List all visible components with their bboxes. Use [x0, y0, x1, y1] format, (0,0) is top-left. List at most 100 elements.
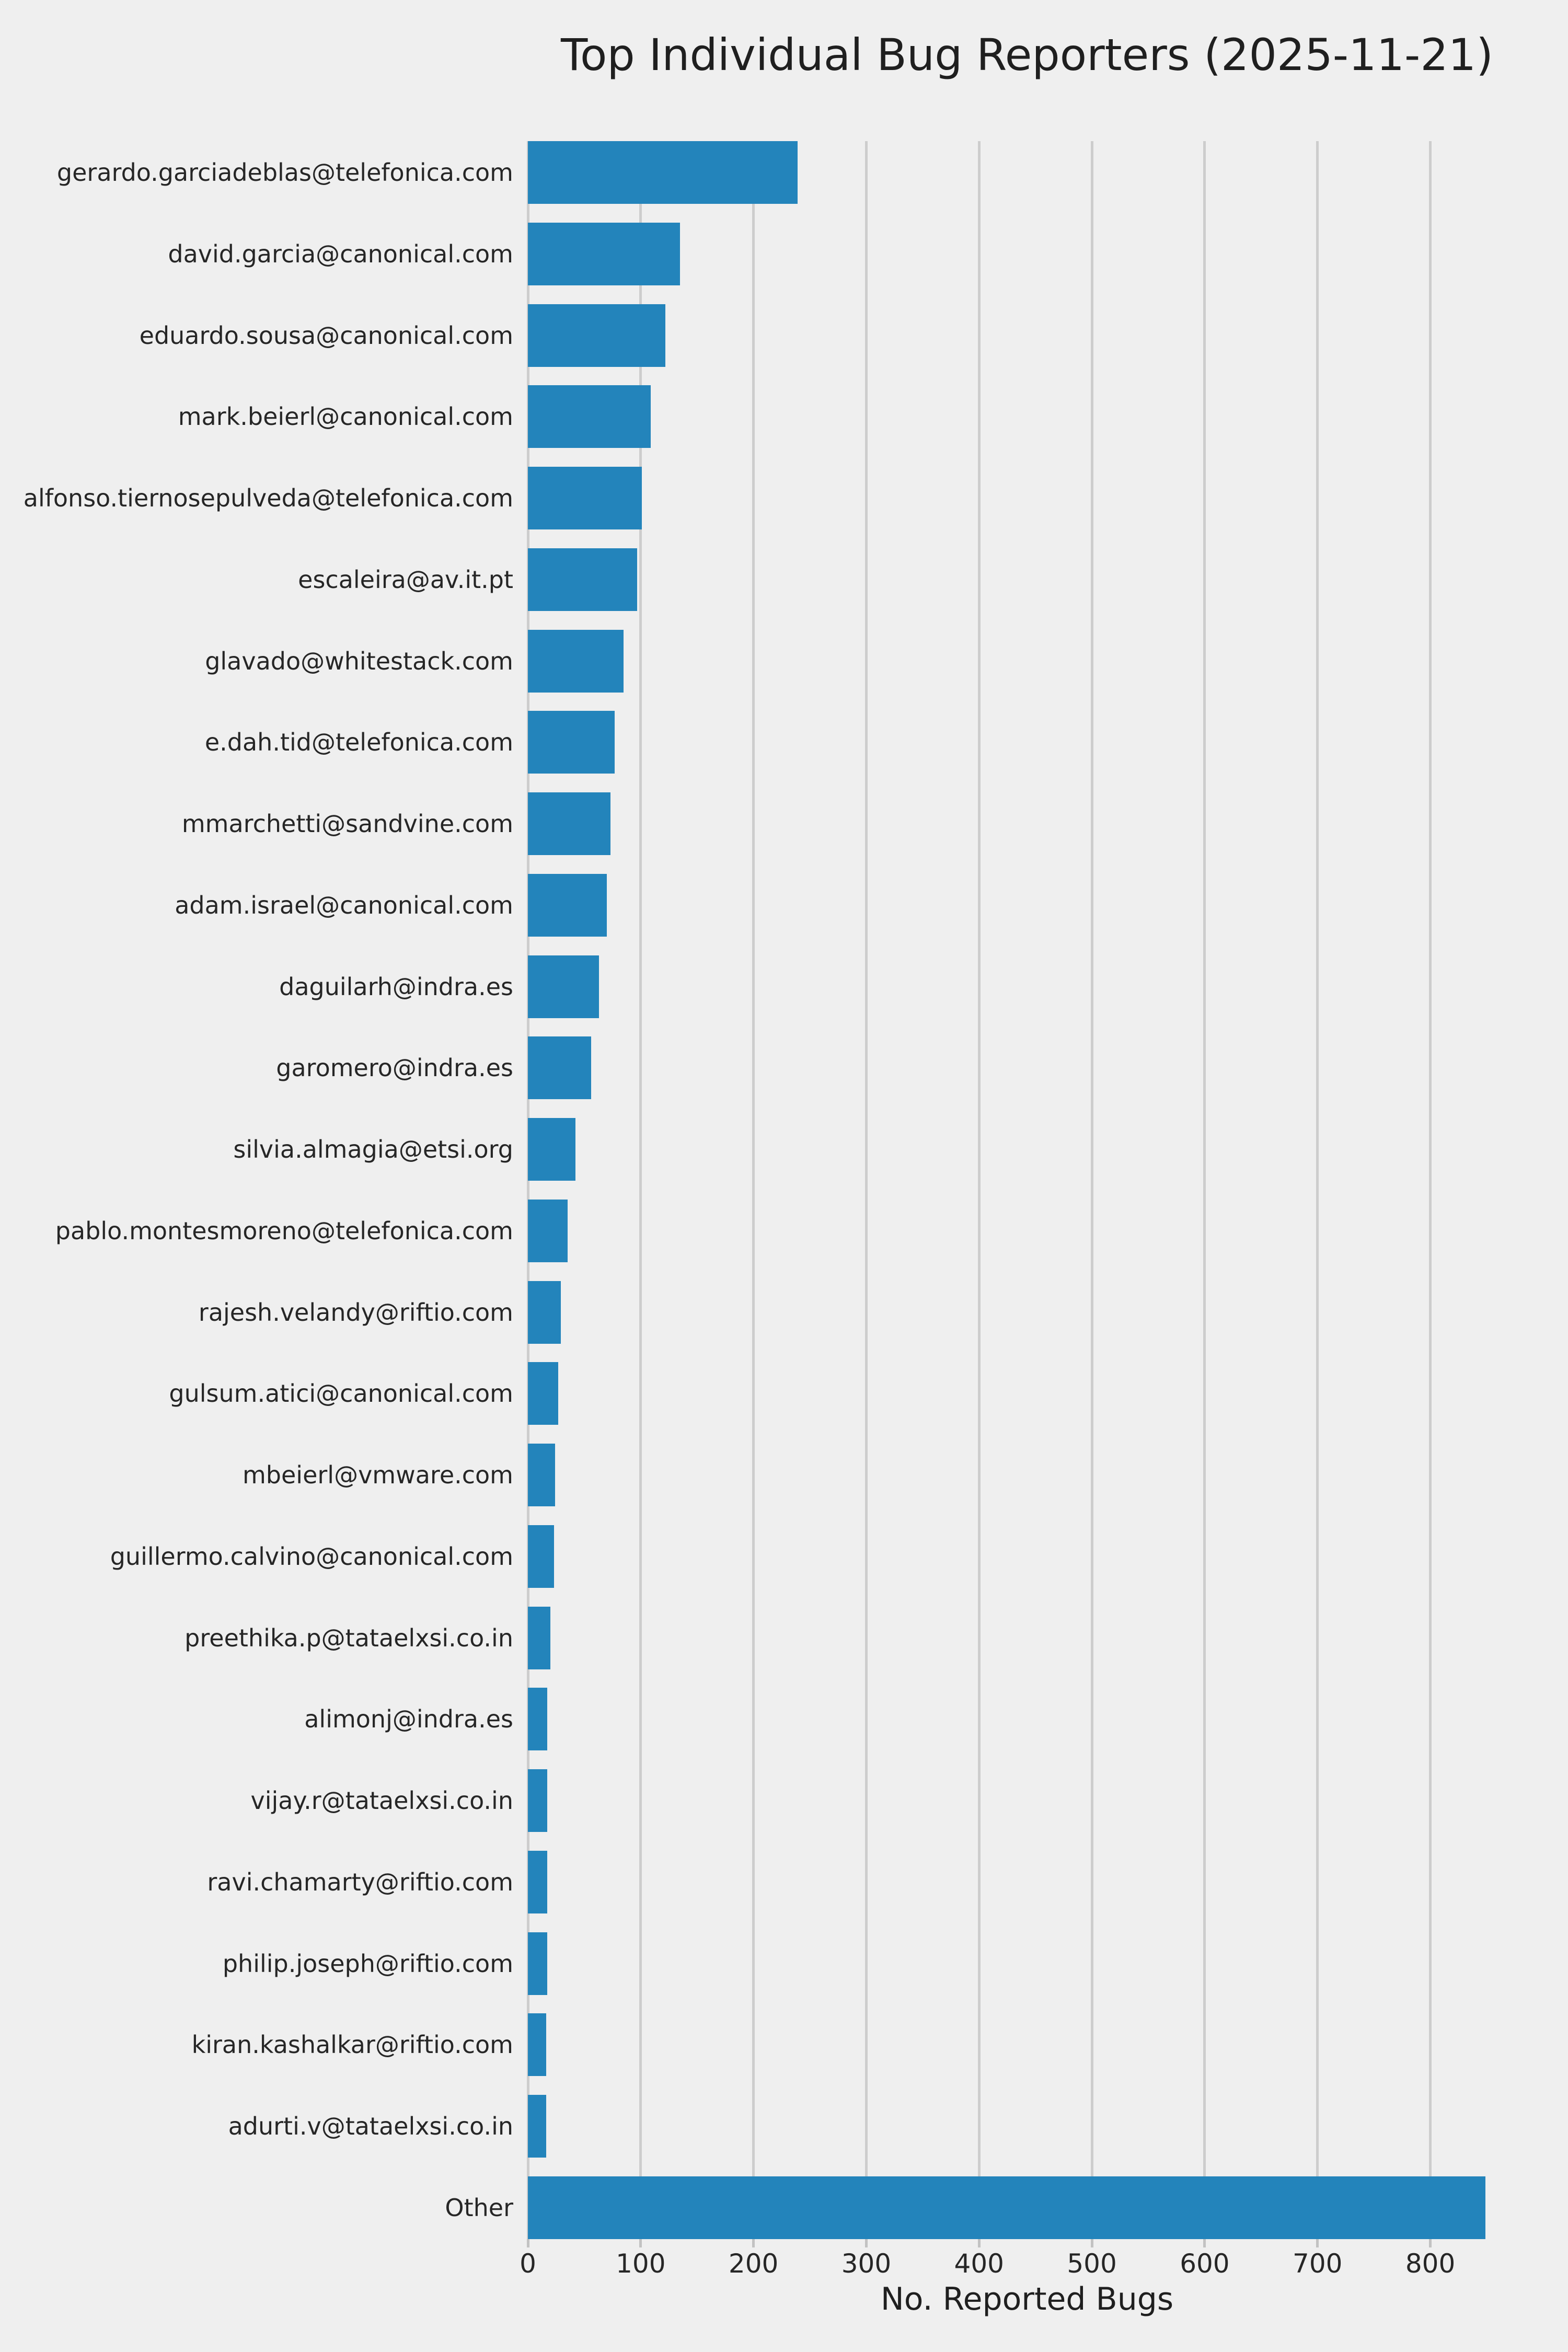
bar-row: gulsum.atici@canonical.com — [169, 1362, 1526, 1425]
x-tick-label-600: 600 — [1180, 2249, 1230, 2279]
bar-row: escaleira@av.it.pt — [298, 548, 1526, 611]
gridline-500 — [1090, 141, 1093, 2239]
bar — [528, 2013, 546, 2077]
bar — [528, 1688, 547, 1751]
x-tick-label-400: 400 — [954, 2249, 1004, 2279]
category-label: preethika.p@tataelxsi.co.in — [185, 1623, 513, 1652]
bar — [528, 1118, 575, 1181]
category-label: vijay.r@tataelxsi.co.in — [250, 1786, 513, 1815]
bar — [528, 304, 666, 367]
bar — [528, 141, 798, 204]
bar — [528, 1362, 559, 1425]
x-axis-label: No. Reported Bugs — [880, 2281, 1174, 2318]
category-label: pablo.montesmoreno@telefonica.com — [55, 1216, 513, 1245]
category-label: mmarchetti@sandvine.com — [181, 810, 513, 838]
bar — [528, 1444, 555, 1506]
x-tick-mark-600 — [1203, 2239, 1206, 2247]
gridline-400 — [977, 141, 981, 2239]
gridline-700 — [1316, 141, 1319, 2239]
category-label: kiran.kashalkar@riftio.com — [191, 2031, 513, 2059]
bar-row: adam.israel@canonical.com — [175, 873, 1526, 937]
bar-row: glavado@whitestack.com — [205, 629, 1526, 693]
bar-row: vijay.r@tataelxsi.co.in — [251, 1769, 1526, 1832]
gridline-100 — [639, 141, 642, 2239]
x-tick-mark-700 — [1316, 2239, 1319, 2247]
category-label: daguilarh@indra.es — [279, 972, 513, 1001]
category-label: escaleira@av.it.pt — [298, 565, 513, 594]
category-label: guillermo.calvino@canonical.com — [110, 1542, 513, 1571]
bar-row: philip.joseph@riftio.com — [223, 1932, 1526, 1995]
bar-row: silvia.almagia@etsi.org — [233, 1118, 1526, 1181]
category-label: silvia.almagia@etsi.org — [233, 1135, 513, 1163]
category-label: gulsum.atici@canonical.com — [169, 1379, 513, 1408]
bar-row: e.dah.tid@telefonica.com — [205, 711, 1526, 774]
x-tick-mark-0 — [526, 2239, 529, 2247]
bar — [528, 385, 651, 448]
bar — [528, 1850, 547, 1913]
category-label: Other — [445, 2193, 513, 2222]
bar — [528, 2176, 1486, 2239]
category-label: ravi.chamarty@riftio.com — [207, 1867, 513, 1896]
bar-row: david.garcia@canonical.com — [168, 222, 1526, 285]
bar-row: gerardo.garciadeblas@telefonica.com — [57, 141, 1526, 204]
category-label: e.dah.tid@telefonica.com — [204, 728, 513, 757]
bar — [528, 955, 599, 1018]
bar-row: Other — [445, 2176, 1526, 2239]
bar-row: adurti.v@tataelxsi.co.in — [228, 2095, 1526, 2158]
bar-row: mmarchetti@sandvine.com — [182, 792, 1526, 855]
category-label: david.garcia@canonical.com — [168, 239, 513, 268]
category-label: alfonso.tiernosepulveda@telefonica.com — [23, 484, 513, 512]
bar — [528, 1036, 591, 1100]
bar — [528, 1932, 547, 1995]
gridline-300 — [864, 141, 868, 2239]
x-tick-mark-500 — [1090, 2239, 1093, 2247]
gridline-200 — [752, 141, 755, 2239]
bar-row: mark.beierl@canonical.com — [178, 385, 1526, 448]
x-tick-mark-800 — [1429, 2239, 1432, 2247]
category-label: adam.israel@canonical.com — [175, 891, 513, 919]
bar-row: pablo.montesmoreno@telefonica.com — [55, 1199, 1526, 1262]
chart-title: Top Individual Bug Reporters (2025-11-21… — [561, 29, 1493, 80]
bar-row: eduardo.sousa@canonical.com — [140, 304, 1526, 367]
bar — [528, 2095, 546, 2158]
bar — [528, 1199, 568, 1262]
bar — [528, 792, 610, 855]
x-tick-label-700: 700 — [1293, 2249, 1343, 2279]
bar-row: guillermo.calvino@canonical.com — [110, 1525, 1526, 1588]
gridline-800 — [1429, 141, 1432, 2239]
gridline-600 — [1203, 141, 1206, 2239]
bar — [528, 1281, 561, 1344]
bar — [528, 222, 681, 285]
bar-row: preethika.p@tataelxsi.co.in — [185, 1606, 1526, 1669]
plot-area: 0 100 200 300 400 500 600 700 800 gerardo.garciad… — [24, 141, 1526, 2279]
bar — [528, 629, 624, 693]
gridline-0 — [526, 141, 529, 2239]
bar-row: garomero@indra.es — [276, 1036, 1526, 1100]
category-label: glavado@whitestack.com — [205, 647, 513, 675]
bar — [528, 1769, 547, 1832]
x-tick-label-0: 0 — [520, 2249, 536, 2279]
x-tick-label-800: 800 — [1405, 2249, 1456, 2279]
x-tick-mark-300 — [864, 2239, 868, 2247]
bar — [528, 873, 607, 937]
category-label: mbeierl@vmware.com — [243, 1461, 513, 1489]
x-tick-label-500: 500 — [1067, 2249, 1117, 2279]
bar-row: alfonso.tiernosepulveda@telefonica.com — [24, 467, 1526, 529]
x-tick-label-100: 100 — [616, 2249, 666, 2279]
bar-row: ravi.chamarty@riftio.com — [207, 1850, 1526, 1913]
category-label: mark.beierl@canonical.com — [178, 402, 513, 431]
bar-row: kiran.kashalkar@riftio.com — [192, 2013, 1526, 2077]
x-tick-mark-200 — [752, 2239, 755, 2247]
bar — [528, 1525, 554, 1588]
category-label: eduardo.sousa@canonical.com — [139, 321, 513, 350]
category-label: philip.joseph@riftio.com — [222, 1949, 513, 1978]
category-label: rajesh.velandy@riftio.com — [198, 1298, 513, 1327]
x-tick-mark-100 — [639, 2239, 642, 2247]
category-label: garomero@indra.es — [276, 1054, 513, 1082]
bar-row: mbeierl@vmware.com — [243, 1444, 1526, 1506]
category-label: gerardo.garciadeblas@telefonica.com — [56, 158, 513, 187]
bar — [528, 1606, 551, 1669]
bar-row: daguilarh@indra.es — [279, 955, 1526, 1018]
bar — [528, 548, 638, 611]
category-label: adurti.v@tataelxsi.co.in — [228, 2112, 513, 2140]
